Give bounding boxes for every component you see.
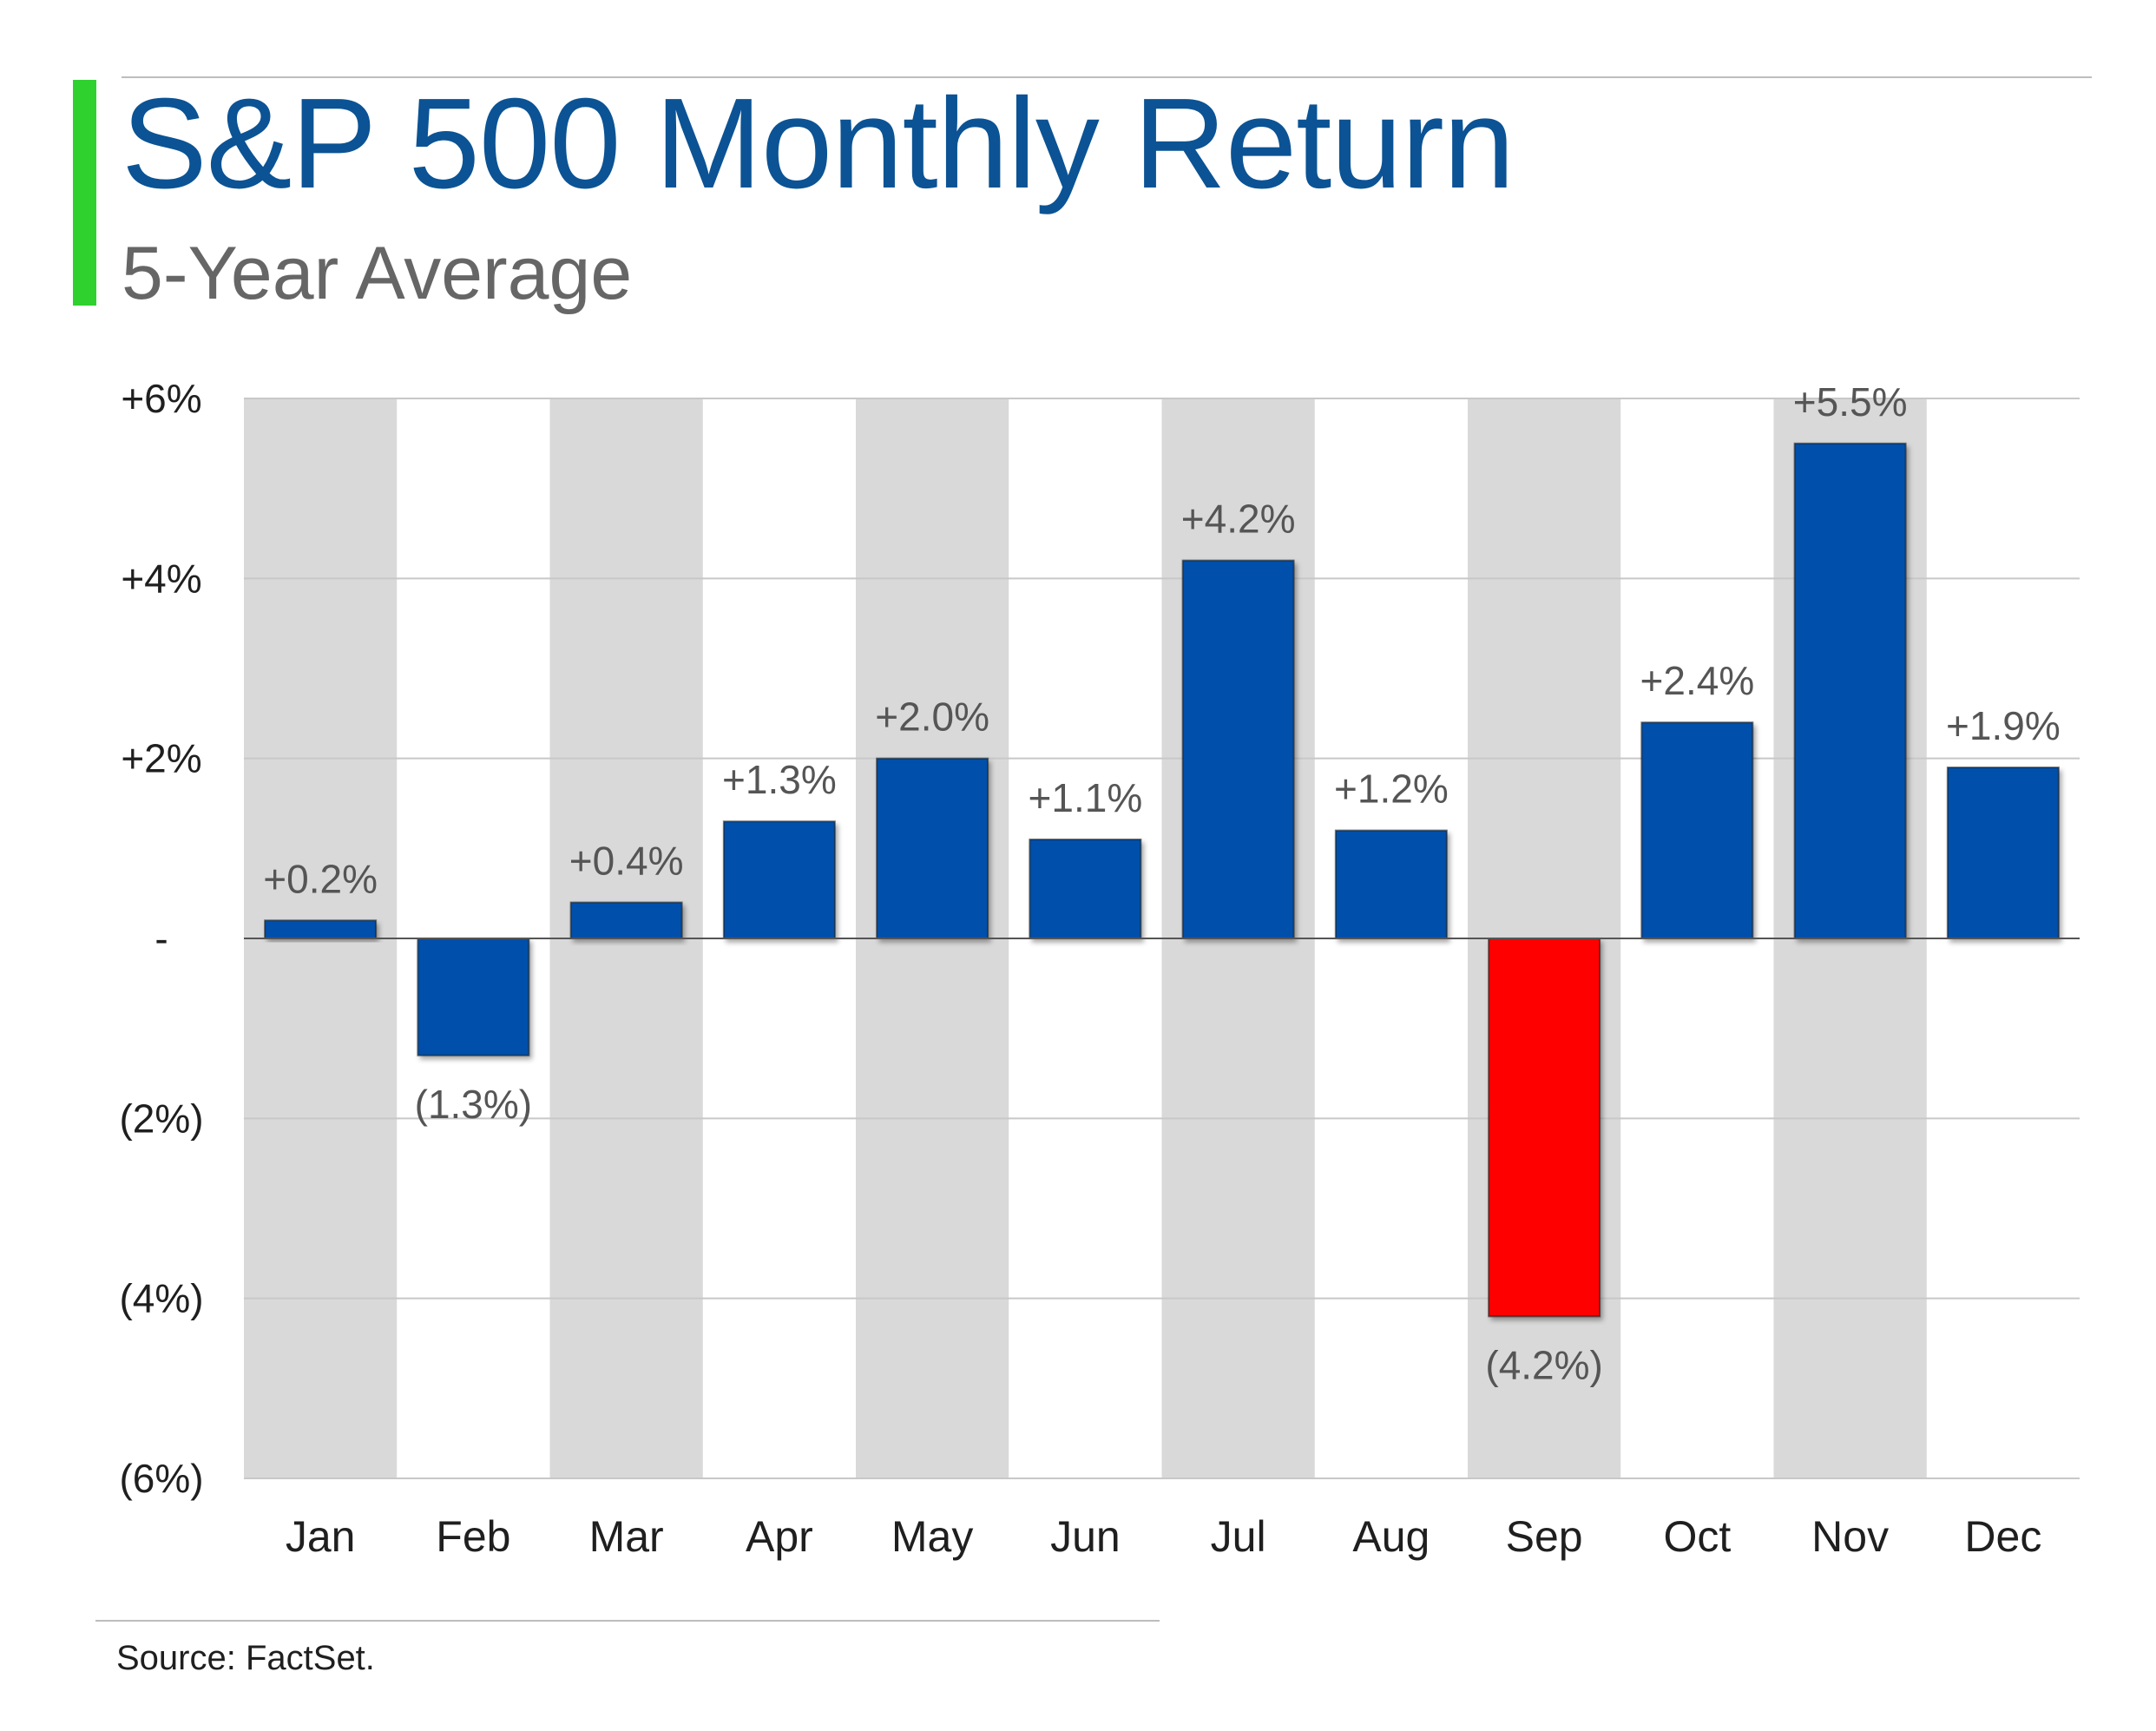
bar-nov: [1793, 442, 1907, 940]
bar-sep: [1488, 938, 1601, 1318]
bar-jul: [1181, 559, 1295, 939]
x-tick-label-may: May: [891, 1512, 973, 1561]
data-label-apr: +1.3%: [722, 757, 837, 802]
data-label-dec: +1.9%: [1946, 703, 2061, 748]
top-rule: [122, 76, 2092, 78]
source-rule: [95, 1620, 1160, 1622]
y-tick-label: +4%: [121, 556, 201, 601]
bar-jun: [1029, 838, 1142, 940]
x-tick-label-aug: Aug: [1352, 1512, 1430, 1561]
x-tick-label-nov: Nov: [1811, 1512, 1889, 1561]
y-tick-label: +6%: [121, 376, 201, 421]
chart-title: S&P 500 Monthly Return: [122, 72, 1515, 215]
x-tick-label-dec: Dec: [1964, 1512, 2041, 1561]
bar-feb: [417, 938, 530, 1056]
x-tick-label-jan: Jan: [286, 1512, 356, 1561]
x-tick-label-oct: Oct: [1663, 1512, 1731, 1561]
data-label-mar: +0.4%: [569, 839, 684, 884]
y-tick-label: (2%): [119, 1096, 203, 1141]
data-label-oct: +2.4%: [1640, 658, 1755, 703]
x-axis-ticks: Jan Feb Mar Apr May Jun Jul Aug Sep Oct Nov Dec: [286, 1512, 2042, 1561]
x-tick-label-jul: Jul: [1211, 1512, 1266, 1561]
source-note: Source: FactSet.: [116, 1639, 375, 1677]
y-axis-ticks: +6% +4% +2% - (2%) (4%) (6%): [119, 376, 203, 1501]
chart-subtitle: 5-Year Average: [122, 232, 633, 315]
data-label-jun: +1.1%: [1029, 775, 1143, 820]
x-tick-label-sep: Sep: [1506, 1512, 1583, 1561]
data-labels: +0.2% (1.3%) +0.4% +1.3% +2.0% +1.1% +4.2% +1.2…: [263, 379, 2060, 1388]
x-tick-label-feb: Feb: [436, 1512, 510, 1561]
data-label-may: +2.0%: [875, 694, 989, 740]
y-tick-label: -: [154, 916, 168, 961]
bar-may: [876, 757, 989, 940]
data-label-feb: (1.3%): [415, 1082, 532, 1127]
data-label-sep: (4.2%): [1485, 1342, 1602, 1387]
x-tick-label-jun: Jun: [1050, 1512, 1121, 1561]
bar-oct: [1640, 721, 1754, 940]
bars: [264, 442, 2060, 1318]
x-tick-label-mar: Mar: [589, 1512, 664, 1561]
bar-jan: [264, 919, 378, 940]
y-tick-label: +2%: [121, 736, 201, 781]
bar-dec: [1946, 767, 2060, 939]
data-label-jul: +4.2%: [1181, 497, 1296, 542]
bar-mar: [569, 901, 683, 939]
title-accent-bar: [73, 80, 96, 306]
y-tick-label: (4%): [119, 1276, 203, 1321]
bar-aug: [1334, 829, 1448, 939]
x-tick-label-apr: Apr: [746, 1512, 813, 1561]
bar-apr: [722, 820, 836, 939]
data-label-jan: +0.2%: [263, 856, 378, 901]
data-label-aug: +1.2%: [1334, 767, 1449, 812]
y-tick-label: (6%): [119, 1456, 203, 1501]
gridlines: [244, 398, 2080, 1479]
data-label-nov: +5.5%: [1793, 379, 1908, 425]
